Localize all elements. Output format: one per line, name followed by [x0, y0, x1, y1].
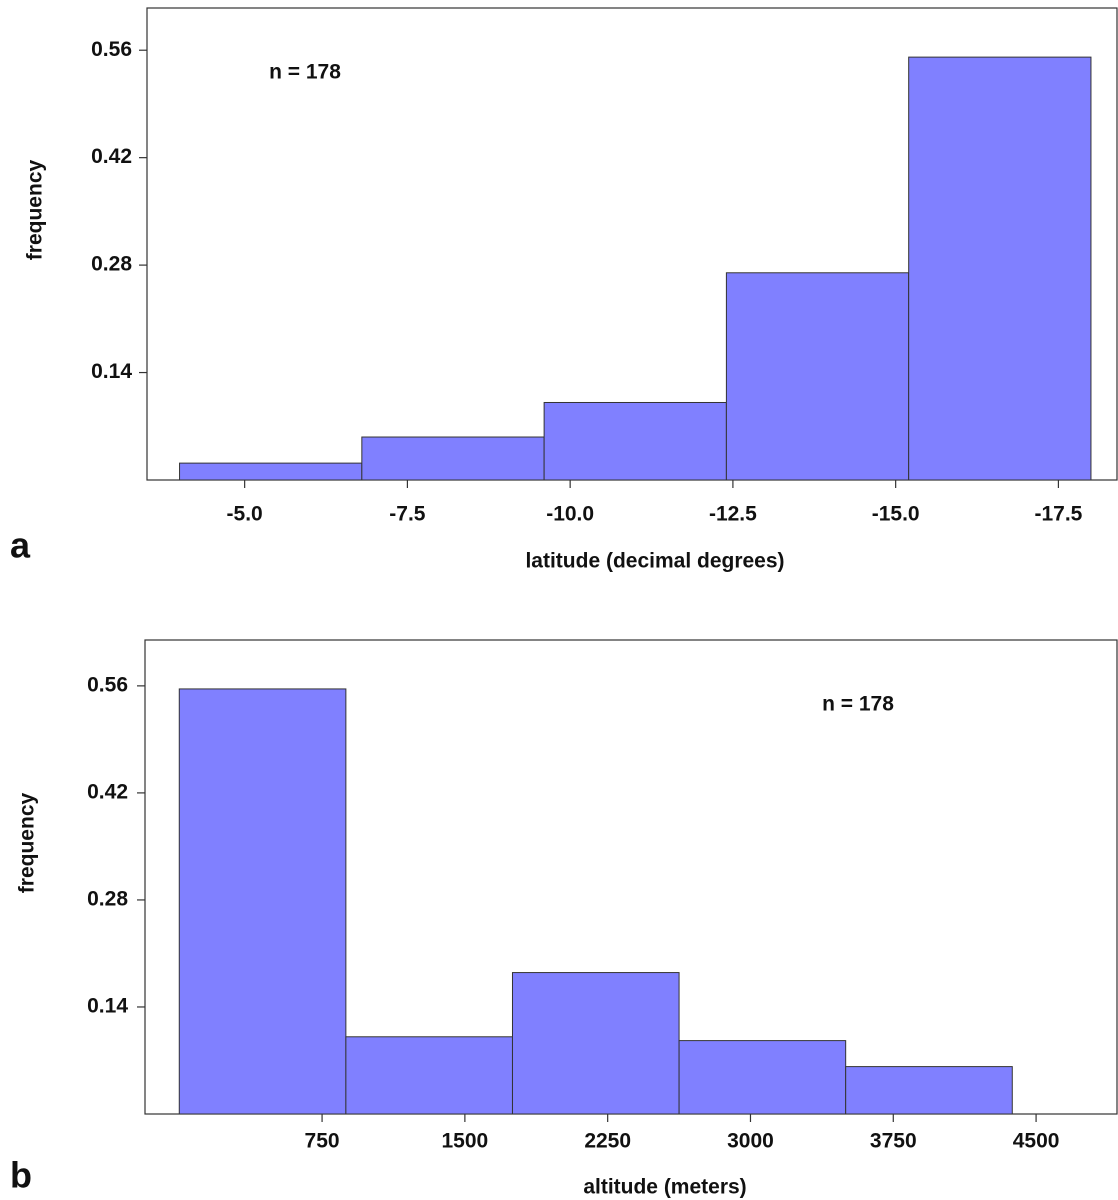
- x-tick-label: -10.0: [546, 503, 594, 526]
- bar: [845, 1066, 1013, 1115]
- y-tick-label: 0.14: [87, 995, 128, 1018]
- bar: [361, 436, 545, 481]
- bar: [179, 462, 363, 481]
- bar: [678, 1040, 847, 1115]
- x-axis-label: altitude (meters): [583, 1176, 746, 1199]
- y-axis-label: frequency: [16, 793, 39, 894]
- y-tick-label: 0.28: [87, 887, 128, 910]
- y-tick-label: 0.56: [87, 673, 128, 696]
- panel-label: a: [10, 525, 31, 566]
- bar: [345, 1036, 513, 1115]
- y-tick-label: 0.42: [91, 145, 132, 168]
- annotation: n = 178: [822, 693, 894, 716]
- x-tick-label: 3750: [870, 1130, 917, 1153]
- y-axis-label: frequency: [24, 160, 47, 261]
- y-tick-label: 0.42: [87, 780, 128, 803]
- x-tick-label: -5.0: [227, 503, 263, 526]
- annotation: n = 178: [269, 61, 341, 84]
- x-tick-label: -15.0: [872, 503, 920, 526]
- x-tick-label: 2250: [584, 1130, 631, 1153]
- x-tick-label: 3000: [727, 1130, 774, 1153]
- bar: [908, 56, 1092, 481]
- y-tick-label: 0.14: [91, 360, 132, 383]
- y-tick-label: 0.56: [91, 38, 132, 61]
- x-tick-label: 4500: [1013, 1130, 1060, 1153]
- bar: [511, 972, 680, 1115]
- x-tick-label: 1500: [442, 1130, 489, 1153]
- x-axis-label: latitude (decimal degrees): [525, 550, 784, 573]
- x-tick-label: 750: [305, 1130, 340, 1153]
- x-tick-label: -7.5: [389, 503, 426, 526]
- y-tick-label: 0.28: [91, 253, 132, 276]
- bar: [543, 401, 727, 481]
- bar: [178, 688, 347, 1115]
- x-tick-label: -12.5: [709, 503, 757, 526]
- panel-label: b: [10, 1155, 32, 1196]
- bar: [725, 272, 910, 481]
- x-tick-label: -17.5: [1034, 503, 1082, 526]
